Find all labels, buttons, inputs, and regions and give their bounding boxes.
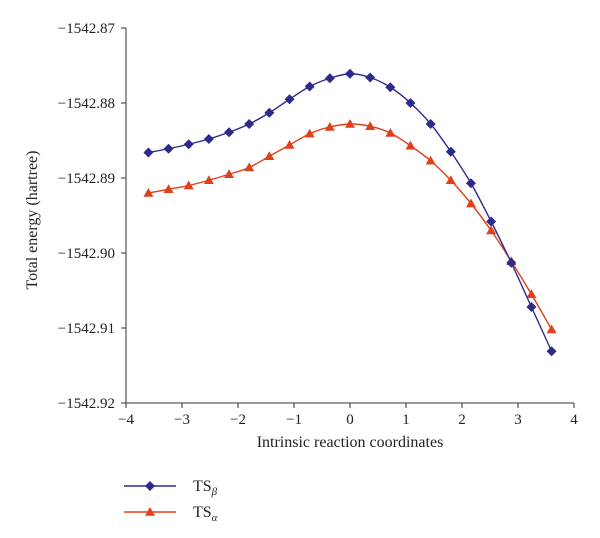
data-point-ts-beta — [244, 119, 255, 129]
legend-marker-ts-alpha — [145, 507, 155, 516]
data-point-ts-beta — [203, 134, 214, 144]
data-point-ts-beta — [324, 73, 335, 84]
data-point-ts-alpha — [284, 140, 295, 149]
data-point-ts-alpha — [425, 155, 436, 165]
data-point-ts-alpha — [385, 128, 396, 137]
x-axis-label: Intrinsic reaction coordinates — [257, 434, 444, 451]
x-tick-label: 1 — [402, 412, 410, 428]
legend-label-ts-beta: TSβ — [193, 478, 218, 498]
data-point-ts-alpha — [405, 140, 416, 150]
plot-area — [143, 68, 557, 357]
data-point-ts-beta — [163, 143, 174, 154]
x-tick-label: 4 — [570, 412, 578, 428]
legend-marker-ts-beta — [145, 481, 155, 491]
data-point-ts-beta — [385, 82, 396, 93]
data-point-ts-beta — [284, 94, 295, 105]
legend: TSβ TSα — [124, 478, 218, 524]
series-ts-alpha — [143, 119, 557, 334]
legend-label-ts-alpha: TSα — [193, 504, 218, 524]
y-tick-label: −1542.88 — [58, 96, 115, 112]
data-point-ts-beta — [486, 216, 497, 227]
data-point-ts-beta — [345, 68, 355, 79]
data-point-ts-alpha — [203, 175, 214, 184]
data-point-ts-alpha — [224, 169, 235, 178]
data-point-ts-beta — [425, 119, 436, 129]
data-point-ts-alpha — [345, 119, 355, 128]
x-tick-label: 3 — [514, 412, 522, 428]
data-point-ts-beta — [506, 257, 517, 268]
axes — [125, 28, 574, 404]
data-point-ts-beta — [546, 346, 557, 357]
ticks: −4 −3 −2 −1 0 1 2 3 4 −1542.87 −1542.88 −1542.89 −15… — [58, 21, 578, 428]
data-point-ts-alpha — [163, 184, 174, 193]
data-point-ts-beta — [365, 72, 376, 83]
data-point-ts-alpha — [264, 151, 275, 160]
data-point-ts-alpha — [183, 180, 194, 190]
data-point-ts-alpha — [546, 324, 557, 334]
data-point-ts-beta — [526, 302, 537, 312]
x-tick-label: 2 — [458, 412, 466, 428]
x-tick-label: −2 — [230, 412, 246, 428]
series-line-ts-beta — [148, 73, 553, 352]
data-point-ts-alpha — [526, 289, 537, 298]
data-point-ts-beta — [224, 127, 235, 138]
data-point-ts-alpha — [465, 198, 476, 208]
y-tick-label: −1542.90 — [58, 246, 115, 262]
data-point-ts-alpha — [324, 122, 335, 131]
data-point-ts-alpha — [244, 162, 255, 172]
y-tick-label: −1542.89 — [58, 171, 115, 187]
data-point-ts-alpha — [143, 188, 154, 197]
legend-item-ts-alpha: TSα — [124, 504, 218, 524]
data-point-ts-beta — [304, 81, 315, 92]
y-tick-label: −1542.91 — [58, 321, 115, 337]
data-point-ts-beta — [465, 178, 476, 189]
y-axis-label: Total energy (hartree) — [24, 151, 41, 290]
data-point-ts-alpha — [304, 128, 315, 138]
data-point-ts-beta — [405, 98, 416, 108]
x-tick-label: −4 — [118, 412, 134, 428]
data-point-ts-alpha — [445, 175, 456, 184]
data-point-ts-beta — [264, 107, 275, 118]
data-point-ts-beta — [183, 139, 194, 150]
x-tick-label: −1 — [286, 412, 302, 428]
legend-item-ts-beta: TSβ — [124, 478, 218, 498]
y-tick-label: −1542.92 — [58, 396, 115, 412]
data-point-ts-alpha — [365, 121, 376, 130]
data-point-ts-beta — [143, 147, 154, 158]
x-tick-label: 0 — [346, 412, 354, 428]
y-tick-label: −1542.87 — [58, 21, 116, 37]
x-tick-label: −3 — [174, 412, 190, 428]
series-ts-beta — [143, 68, 557, 357]
data-point-ts-beta — [445, 146, 456, 157]
data-point-ts-alpha — [486, 225, 497, 235]
